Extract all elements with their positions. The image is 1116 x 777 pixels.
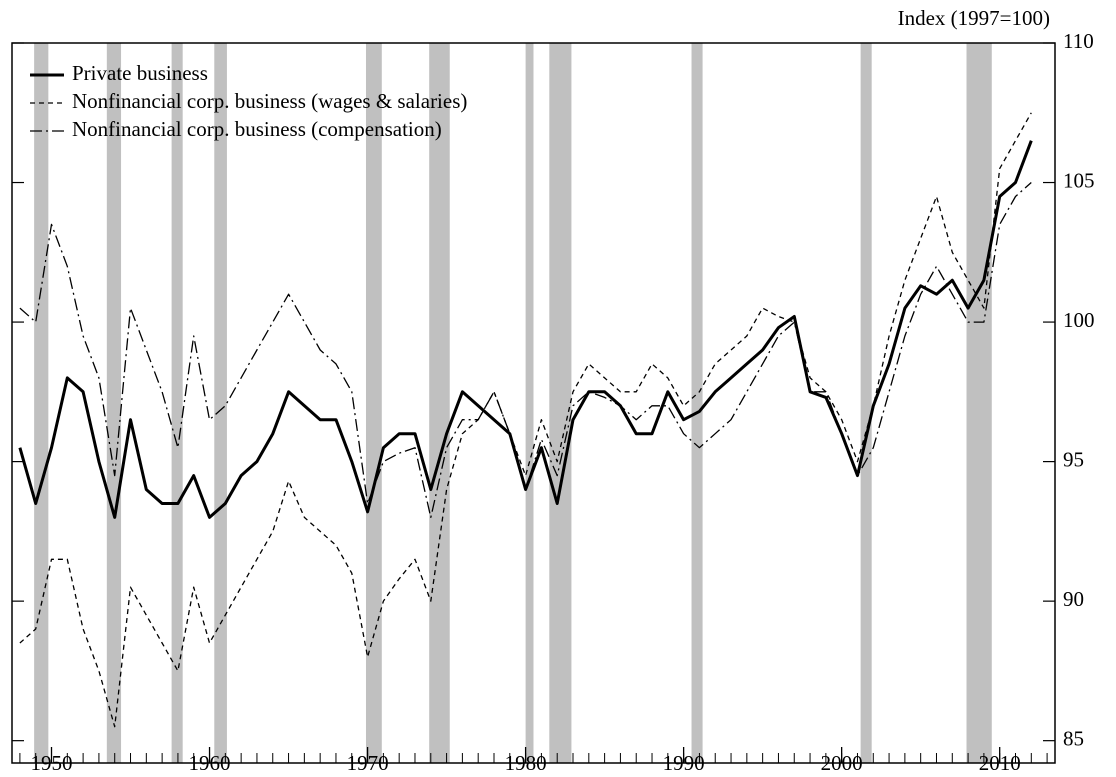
- recession-band: [966, 43, 992, 763]
- recession-band: [691, 43, 703, 763]
- y-axis-label: Index (1997=100): [898, 6, 1050, 30]
- x-tick-label: 1990: [663, 751, 705, 775]
- x-tick-label: 1950: [31, 751, 73, 775]
- x-tick-label: 1970: [347, 751, 389, 775]
- recession-band: [549, 43, 572, 763]
- recession-band: [429, 43, 450, 763]
- series-line: [19, 112, 1032, 728]
- recession-band: [214, 43, 227, 763]
- y-tick-label: 95: [1063, 447, 1084, 471]
- recession-band: [106, 43, 122, 763]
- x-tick-label: 1960: [189, 751, 231, 775]
- legend-label: Nonfinancial corp. business (compensatio…: [72, 117, 442, 141]
- x-tick-label: 2000: [821, 751, 863, 775]
- y-tick-label: 110: [1063, 29, 1094, 53]
- legend-label: Nonfinancial corp. business (wages & sal…: [72, 89, 467, 113]
- plot-frame: [11, 42, 1056, 764]
- x-tick-label: 1980: [505, 751, 547, 775]
- y-tick-label: 105: [1063, 168, 1095, 192]
- legend-label: Private business: [72, 61, 208, 85]
- series-line: [19, 182, 1032, 519]
- recession-band: [860, 43, 872, 763]
- y-tick-label: 100: [1063, 308, 1095, 332]
- recession-band: [365, 43, 382, 763]
- recession-band: [525, 43, 534, 763]
- y-tick-label: 90: [1063, 587, 1084, 611]
- x-tick-label: 2010: [979, 751, 1021, 775]
- recession-band: [34, 43, 49, 763]
- y-tick-label: 85: [1063, 726, 1084, 750]
- recession-band: [171, 43, 183, 763]
